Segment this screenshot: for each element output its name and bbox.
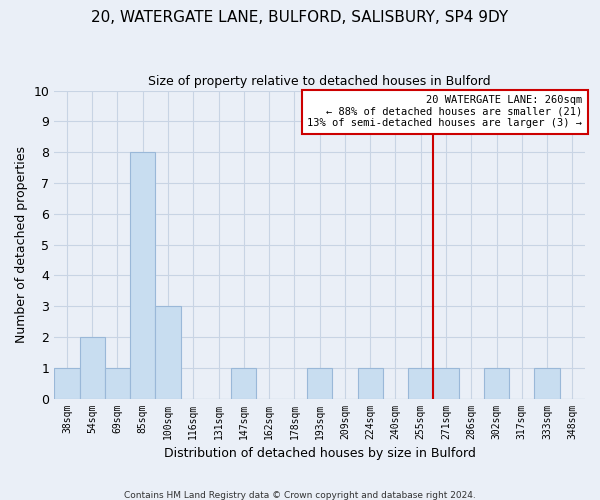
Title: Size of property relative to detached houses in Bulford: Size of property relative to detached ho… xyxy=(148,75,491,88)
Bar xyxy=(105,368,130,398)
Bar xyxy=(80,337,105,398)
Bar xyxy=(307,368,332,398)
Bar xyxy=(155,306,181,398)
Text: Contains HM Land Registry data © Crown copyright and database right 2024.: Contains HM Land Registry data © Crown c… xyxy=(124,490,476,500)
Text: 20 WATERGATE LANE: 260sqm
← 88% of detached houses are smaller (21)
13% of semi-: 20 WATERGATE LANE: 260sqm ← 88% of detac… xyxy=(307,95,583,128)
Bar xyxy=(130,152,155,398)
Bar xyxy=(433,368,458,398)
X-axis label: Distribution of detached houses by size in Bulford: Distribution of detached houses by size … xyxy=(164,447,476,460)
Bar xyxy=(231,368,256,398)
Bar xyxy=(484,368,509,398)
Y-axis label: Number of detached properties: Number of detached properties xyxy=(15,146,28,343)
Bar xyxy=(54,368,80,398)
Bar xyxy=(408,368,433,398)
Bar xyxy=(358,368,383,398)
Text: 20, WATERGATE LANE, BULFORD, SALISBURY, SP4 9DY: 20, WATERGATE LANE, BULFORD, SALISBURY, … xyxy=(91,10,509,25)
Bar xyxy=(535,368,560,398)
